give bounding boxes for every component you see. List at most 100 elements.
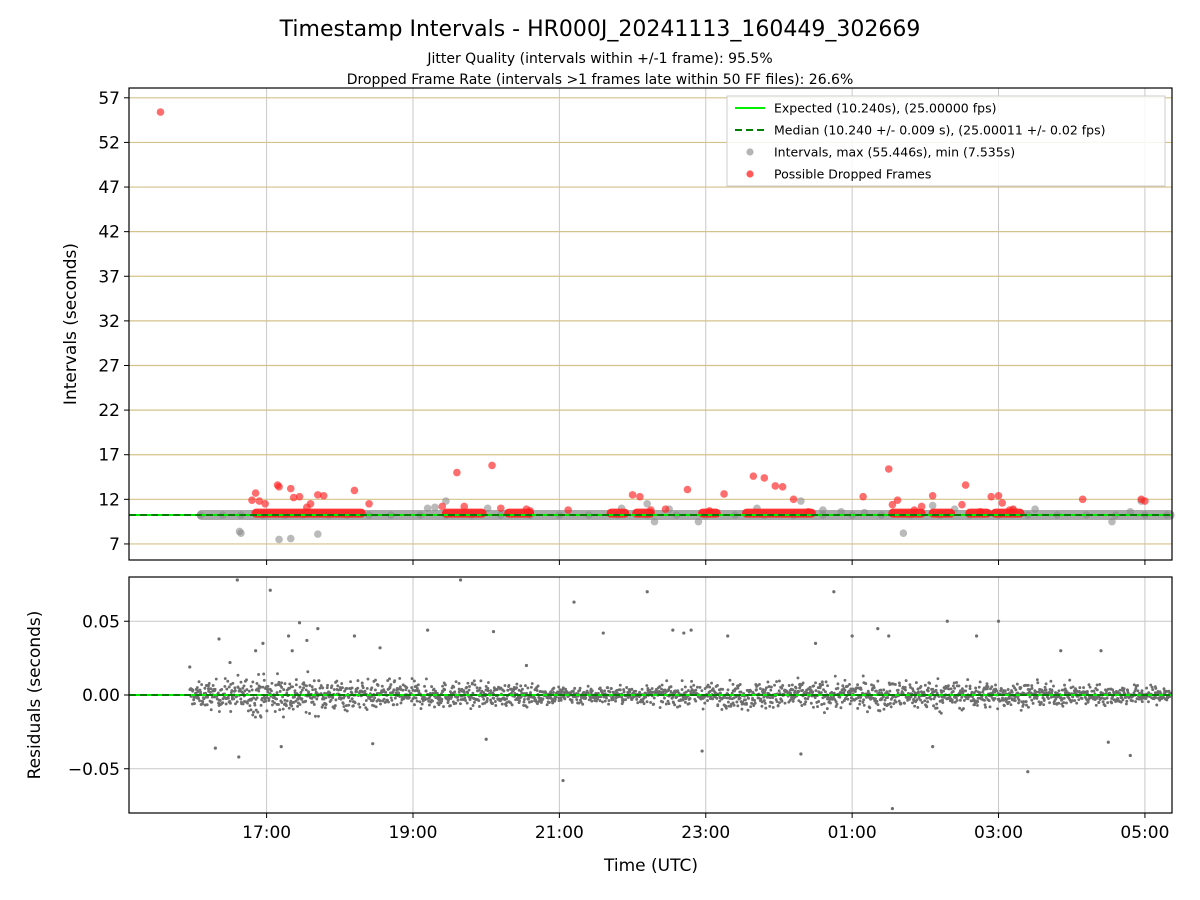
residual-outlier-27 <box>799 752 803 756</box>
residual-dot-1165 <box>664 702 668 706</box>
residual-dot-968 <box>584 696 588 700</box>
intervals-ytick-label-4: 27 <box>98 356 120 376</box>
residual-dot-1828 <box>935 691 939 695</box>
residual-dot-1639 <box>858 699 862 703</box>
residual-dot-515 <box>398 685 402 689</box>
residual-dot-455 <box>374 678 377 682</box>
residual-dot-574 <box>422 695 426 699</box>
residual-dot-542 <box>410 686 414 690</box>
residual-dot-55 <box>210 695 214 699</box>
dropped-frame-point-22 <box>526 507 534 515</box>
residual-dot-1586 <box>836 686 840 690</box>
residual-dot-1054 <box>618 683 622 687</box>
residual-dot-396 <box>350 691 354 695</box>
residual-dot-1931 <box>977 685 981 689</box>
residual-dot-811 <box>519 695 523 699</box>
residual-dot-466 <box>379 702 382 706</box>
residual-dot-165 <box>255 696 259 700</box>
residual-dot-1924 <box>974 689 978 693</box>
residual-dot-139 <box>245 688 249 692</box>
residual-dot-2279 <box>1119 700 1123 704</box>
residual-dot-1046 <box>615 688 619 692</box>
residual-dot-1986 <box>999 687 1003 691</box>
residual-outlier-11 <box>316 627 320 631</box>
residual-dot-1290 <box>716 683 719 687</box>
residual-dot-1520 <box>809 701 813 705</box>
residual-dot-521 <box>401 688 405 692</box>
residual-dot-343 <box>328 691 332 695</box>
residual-dot-2029 <box>1017 698 1021 702</box>
residual-dot-1714 <box>888 701 892 705</box>
residual-dot-953 <box>578 688 582 692</box>
dropped-frame-point-36 <box>804 508 813 516</box>
residual-dot-58 <box>211 683 215 687</box>
residual-points-dense <box>188 670 1173 719</box>
residual-dot-69 <box>216 691 220 695</box>
residual-dot-2199 <box>1087 683 1091 687</box>
residual-dot-2112 <box>1052 684 1055 688</box>
residual-dot-828 <box>527 697 530 701</box>
residual-dot-1602 <box>843 688 847 692</box>
residual-dot-1436 <box>775 680 779 683</box>
dropped-frame-point-47 <box>987 492 996 501</box>
residual-dot-186 <box>264 699 268 703</box>
residual-dot-1707 <box>886 696 890 699</box>
residual-dot-871 <box>544 691 548 695</box>
residual-dot-725 <box>484 684 488 688</box>
residual-dot-1338 <box>735 700 739 704</box>
residual-dot-258 <box>293 689 297 693</box>
residual-dot-1531 <box>814 689 818 693</box>
interval-point-45 <box>483 504 492 513</box>
residual-dot-2021 <box>1014 688 1018 692</box>
residual-dot-380 <box>343 708 347 712</box>
residual-outlier-25 <box>700 749 704 753</box>
residual-dot-861 <box>539 700 543 704</box>
residual-dot-1365 <box>746 708 750 712</box>
residual-dot-1728 <box>894 700 898 704</box>
residual-dot-1554 <box>823 690 827 694</box>
residual-dot-2319 <box>1136 689 1140 693</box>
residual-dot-353 <box>332 688 336 692</box>
residual-dot-909 <box>559 698 563 702</box>
dropped-frame-point-13 <box>319 491 328 500</box>
residual-dot-2318 <box>1136 684 1140 687</box>
residual-dot-1232 <box>692 683 696 687</box>
residual-dot-1296 <box>718 699 722 703</box>
intervals-ytick-label-8: 47 <box>98 178 120 198</box>
residual-dot-1407 <box>763 701 767 705</box>
residual-dot-414 <box>357 702 361 706</box>
residual-dot-2056 <box>1028 688 1032 692</box>
residual-dot-1341 <box>736 686 740 690</box>
residual-dot-1337 <box>734 695 738 699</box>
residual-dot-747 <box>493 700 497 703</box>
residual-dot-850 <box>535 689 539 692</box>
residual-dot-388 <box>347 703 351 707</box>
residual-dot-1844 <box>942 689 945 693</box>
residual-dot-656 <box>456 695 460 699</box>
residual-dot-265 <box>296 697 300 701</box>
interval-point-42 <box>423 504 432 513</box>
residual-dot-397 <box>350 697 354 701</box>
residual-dot-2292 <box>1125 699 1129 703</box>
residual-dot-894 <box>553 698 557 702</box>
residual-dot-1914 <box>970 690 974 694</box>
residual-dot-238 <box>285 699 289 703</box>
residual-outlier-5 <box>261 641 265 645</box>
residual-dot-503 <box>393 696 397 700</box>
residual-dot-2145 <box>1064 701 1068 705</box>
residual-dot-1951 <box>985 687 989 691</box>
residual-dot-698 <box>473 683 477 687</box>
residual-outlier-6 <box>268 588 272 592</box>
residual-dot-737 <box>489 689 493 693</box>
residual-dot-1495 <box>799 700 803 704</box>
residual-dot-228 <box>281 707 285 711</box>
residual-dot-1023 <box>606 686 610 690</box>
residual-dot-200 <box>269 689 273 693</box>
residual-dot-1150 <box>658 685 662 689</box>
residual-dot-1681 <box>875 699 879 703</box>
residual-dot-24 <box>198 699 202 703</box>
residual-outlier-4 <box>254 649 258 653</box>
residual-dot-208 <box>273 701 276 705</box>
residual-dot-1268 <box>706 683 710 687</box>
residual-dot-1843 <box>941 701 945 704</box>
